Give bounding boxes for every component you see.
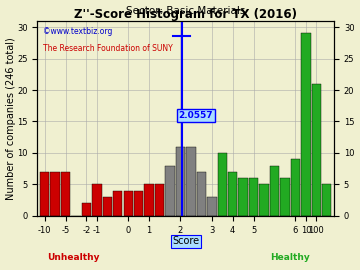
Text: Unhealthy: Unhealthy <box>47 253 99 262</box>
Bar <box>165 166 175 216</box>
Bar <box>61 172 70 216</box>
Bar <box>82 203 91 216</box>
Bar <box>249 178 258 216</box>
Bar <box>217 153 227 216</box>
Bar <box>123 191 133 216</box>
Bar <box>197 172 206 216</box>
Bar <box>50 172 60 216</box>
Text: The Research Foundation of SUNY: The Research Foundation of SUNY <box>43 44 173 53</box>
Text: Healthy: Healthy <box>270 253 310 262</box>
Bar <box>238 178 248 216</box>
Bar <box>270 166 279 216</box>
Bar <box>103 197 112 216</box>
X-axis label: Score: Score <box>172 236 199 246</box>
Bar <box>228 172 238 216</box>
Bar <box>280 178 290 216</box>
Bar <box>322 184 332 216</box>
Bar <box>207 197 216 216</box>
Bar <box>134 191 143 216</box>
Bar <box>259 184 269 216</box>
Bar <box>176 147 185 216</box>
Bar <box>291 159 300 216</box>
Y-axis label: Number of companies (246 total): Number of companies (246 total) <box>5 37 15 200</box>
Bar <box>186 147 195 216</box>
Bar <box>92 184 102 216</box>
Bar <box>312 84 321 216</box>
Bar <box>40 172 49 216</box>
Bar <box>301 33 311 216</box>
Bar <box>144 184 154 216</box>
Text: 2.0557: 2.0557 <box>179 111 213 120</box>
Bar <box>113 191 122 216</box>
Text: ©www.textbiz.org: ©www.textbiz.org <box>43 27 113 36</box>
Bar <box>155 184 164 216</box>
Title: Z''-Score Histogram for TX (2016): Z''-Score Histogram for TX (2016) <box>74 8 297 21</box>
Text: Sector: Basic Materials: Sector: Basic Materials <box>126 6 246 16</box>
